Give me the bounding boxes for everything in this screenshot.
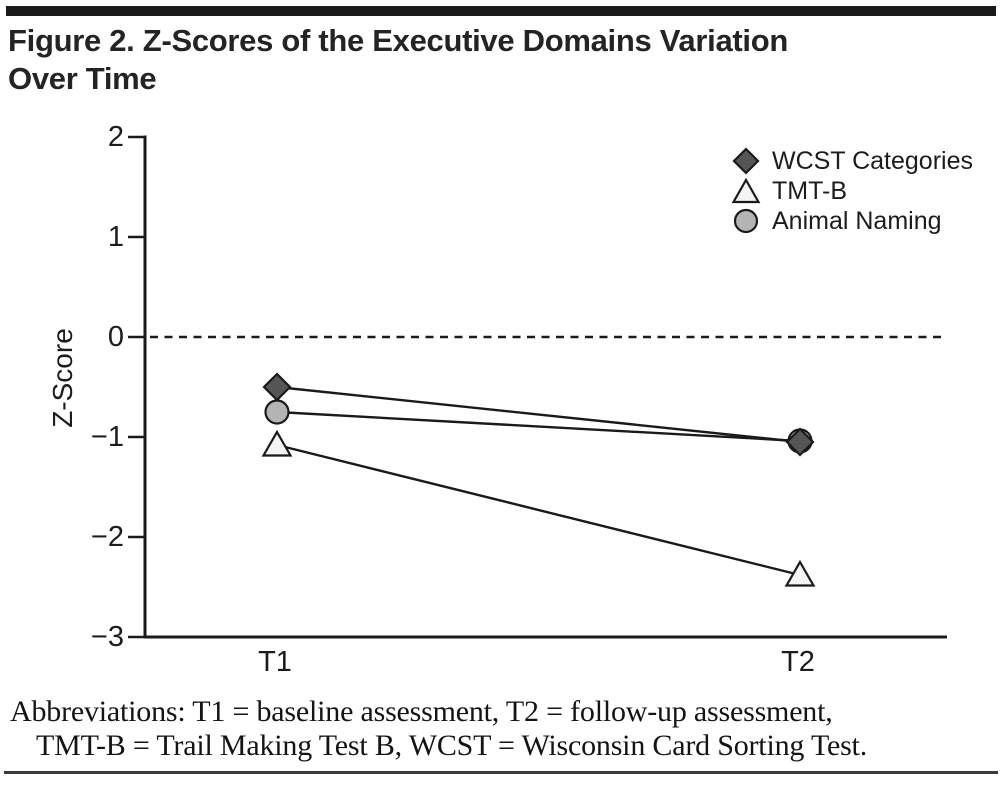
- circle-icon: [733, 208, 759, 234]
- marker-diamond-wcst-categories: [262, 372, 292, 402]
- top-rule: [6, 6, 996, 16]
- triangle-marker-shape: [731, 177, 761, 204]
- legend-item-tmt-b: TMT-B: [731, 176, 973, 206]
- legend-label-tmt-b: TMT-B: [772, 176, 847, 205]
- chart-legend: WCST Categories TMT-B Animal Naming: [731, 146, 973, 236]
- legend-label-animal-naming: Animal Naming: [772, 206, 942, 235]
- figure-title: Figure 2. Z-Scores of the Executive Doma…: [8, 22, 788, 98]
- footnote-line2: TMT-B = Trail Making Test B, WCST = Wisc…: [36, 729, 867, 762]
- legend-item-wcst-categories: WCST Categories: [731, 146, 973, 176]
- series-line-animal-naming: [276, 410, 801, 443]
- circle-marker-shape: [733, 208, 759, 234]
- y-tick-label: −2: [90, 521, 124, 553]
- footnote-line1: Abbreviations: T1 = baseline assessment,…: [10, 695, 833, 728]
- marker-diamond-wcst-categories: [785, 427, 815, 457]
- x-tick-label: T2: [781, 646, 815, 678]
- y-tick-label: −3: [90, 621, 124, 653]
- series-line-wcst-categories: [276, 385, 801, 444]
- marker-triangle-tmt-b: [261, 429, 293, 457]
- marker-triangle-tmt-b: [784, 559, 816, 587]
- diamond-icon: [732, 147, 760, 175]
- y-tick-label: 2: [107, 121, 124, 153]
- figure-title-line1: Figure 2. Z-Scores of the Executive Doma…: [8, 23, 788, 58]
- triangle-icon: [731, 177, 761, 204]
- legend-label-wcst-categories: WCST Categories: [772, 146, 973, 175]
- y-tick-label: 1: [107, 221, 124, 253]
- diamond-marker-shape: [732, 147, 760, 175]
- x-tick-label: T1: [258, 646, 292, 678]
- series-line-tmt-b: [276, 443, 801, 577]
- y-tick-label: 0: [107, 321, 124, 353]
- bottom-rule: [4, 771, 998, 774]
- marker-circle-animal-naming: [264, 399, 290, 425]
- y-tick-label: −1: [90, 421, 124, 453]
- figure-title-line2: Over Time: [8, 61, 157, 96]
- legend-item-animal-naming: Animal Naming: [731, 206, 973, 236]
